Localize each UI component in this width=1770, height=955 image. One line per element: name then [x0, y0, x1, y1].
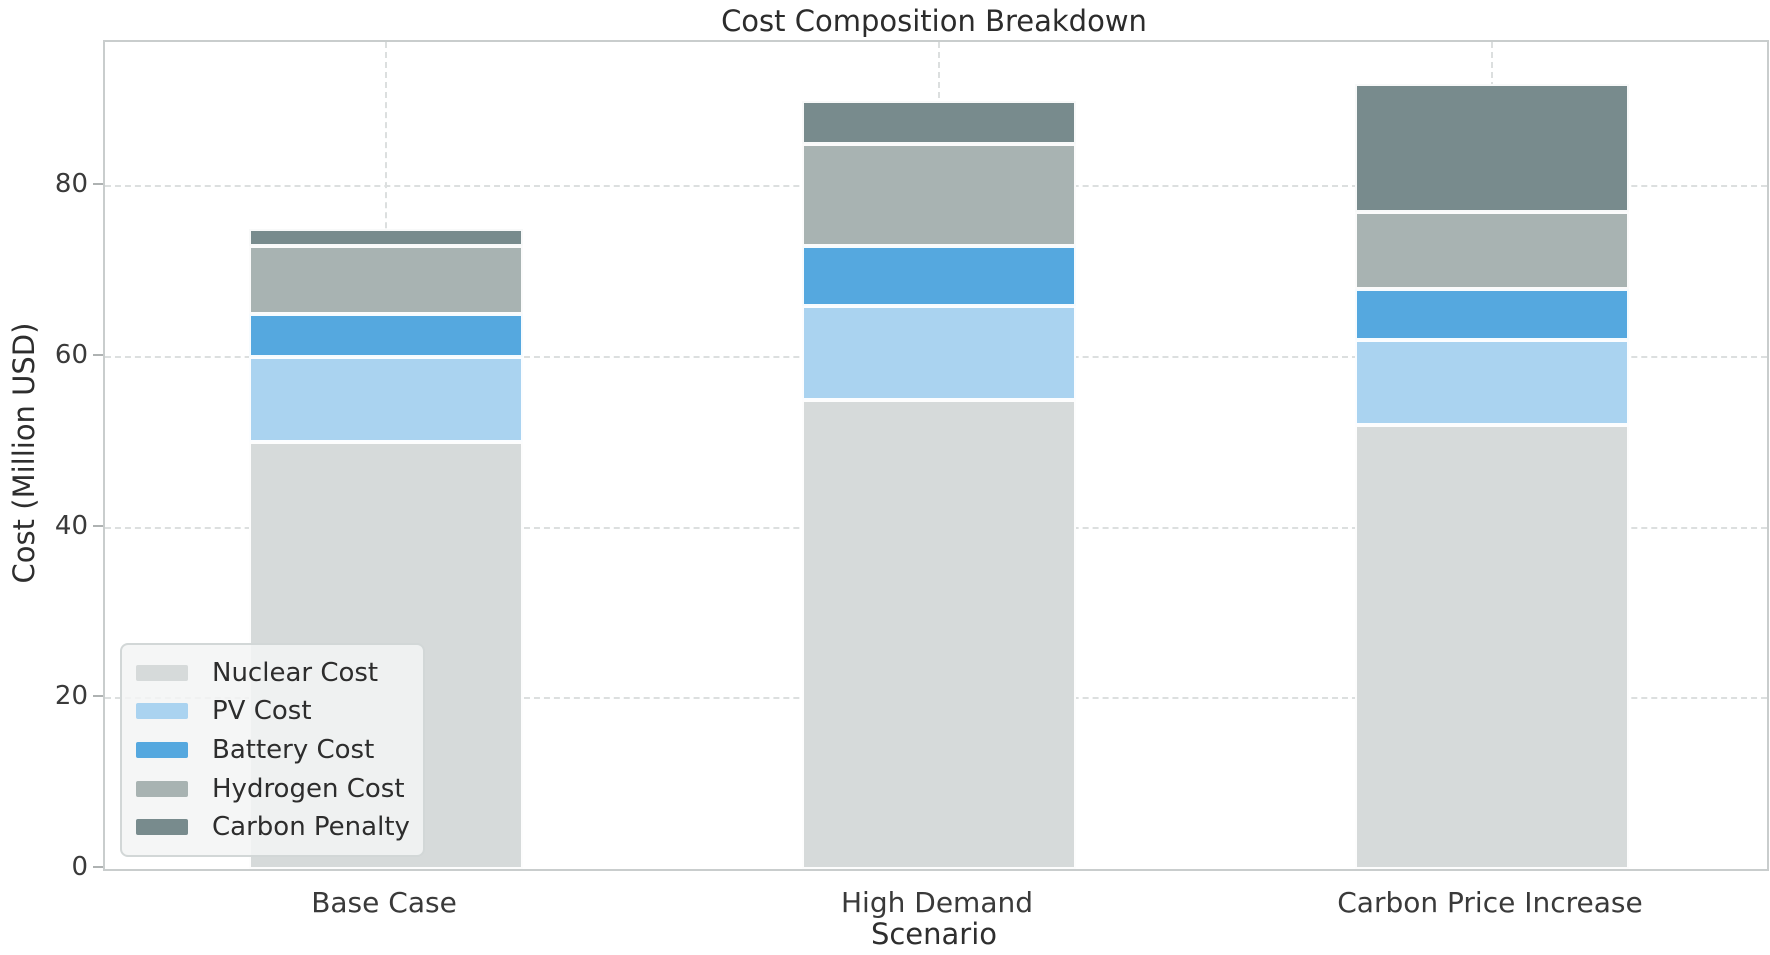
legend-item: Hydrogen Cost — [136, 774, 413, 804]
x-tick-label: Carbon Price Increase — [1337, 886, 1643, 919]
legend-item: Nuclear Cost — [136, 658, 413, 688]
bar-segment-hydrogen-cost — [1355, 211, 1629, 289]
legend-label: Hydrogen Cost — [212, 773, 405, 804]
bar-segment-battery-cost — [249, 314, 523, 357]
x-tick-label: High Demand — [841, 886, 1033, 919]
legend-item: PV Cost — [136, 696, 413, 726]
y-tick-mark — [93, 353, 103, 356]
legend: Nuclear Cost PV Cost Battery Cost Hydrogen … — [120, 643, 425, 857]
y-tick-label: 40 — [54, 510, 88, 541]
y-tick-label: 0 — [71, 852, 88, 882]
bar-segment-pv-cost — [802, 305, 1076, 400]
legend-item: Carbon Penalty — [136, 812, 413, 842]
y-tick-mark — [93, 866, 103, 868]
bar-segment-carbon-penalty — [249, 228, 523, 246]
bar-segment-hydrogen-cost — [802, 143, 1076, 246]
y-tick-mark — [93, 524, 103, 527]
legend-swatch — [136, 741, 188, 758]
x-tick-label: Base Case — [311, 886, 457, 919]
legend-swatch — [136, 780, 188, 797]
bar-segment-nuclear-cost — [1355, 425, 1629, 869]
legend-label: Carbon Penalty — [212, 812, 410, 843]
bar-segment-pv-cost — [249, 356, 523, 443]
y-tick-mark — [93, 183, 103, 186]
y-tick-label: 80 — [54, 169, 88, 200]
legend-swatch — [136, 703, 188, 720]
y-tick-label: 60 — [54, 339, 88, 370]
legend-swatch — [136, 664, 188, 681]
legend-swatch — [136, 819, 188, 836]
bar-segment-battery-cost — [802, 245, 1076, 306]
y-tick-mark — [93, 695, 103, 698]
x-axis-label: Scenario — [870, 917, 998, 951]
legend-label: Battery Cost — [212, 734, 375, 765]
bar-segment-hydrogen-cost — [249, 246, 523, 315]
bar-segment-carbon-penalty — [1355, 83, 1629, 212]
bar-segment-battery-cost — [1355, 288, 1629, 340]
y-tick-label: 20 — [54, 681, 88, 712]
bar-segment-nuclear-cost — [802, 399, 1076, 869]
chart-title: Cost Composition Breakdown — [721, 4, 1147, 38]
legend-label: Nuclear Cost — [212, 657, 379, 688]
bar-segment-carbon-penalty — [802, 100, 1076, 144]
legend-item: Battery Cost — [136, 735, 413, 765]
bar-segment-pv-cost — [1355, 339, 1629, 426]
legend-label: PV Cost — [212, 696, 312, 727]
